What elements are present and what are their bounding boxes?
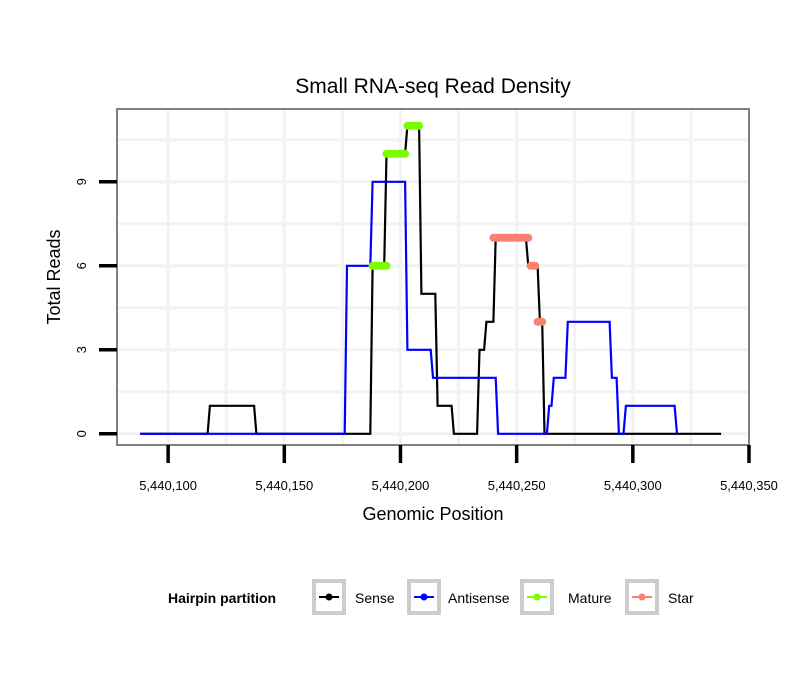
x-tick-label: 5,440,150 [255,478,313,493]
point-mature [415,121,424,130]
legend-item-sense: Sense [312,579,395,615]
legend-label: Star [668,590,694,606]
legend-label: Antisense [448,590,510,606]
y-axis: 0 3 6 9 [74,178,117,437]
plot-background [117,109,749,445]
legend-item-antisense: Antisense [407,579,510,615]
legend-key-point [420,593,428,601]
x-tick-label: 5,440,100 [139,478,197,493]
point-mature [382,261,391,270]
legend-label: Sense [355,590,395,606]
y-tick-label: 6 [74,262,89,269]
x-tick-label: 5,440,250 [488,478,546,493]
y-tick-label: 9 [74,178,89,185]
chart-title: Small RNA-seq Read Density [295,75,571,98]
x-tick-label: 5,440,200 [372,478,430,493]
point-mature [401,149,410,158]
legend-label: Mature [568,590,612,606]
y-axis-title: Total Reads [44,229,64,324]
y-tick-label: 3 [74,346,89,353]
legend-key-point [533,593,541,601]
x-axis-title: Genomic Position [362,504,503,524]
legend-title: Hairpin partition [168,590,276,606]
series-line-antisense [140,180,679,435]
legend: Hairpin partition Sense Antisense Mature St… [168,579,694,615]
plot-panel [116,108,750,446]
point-star [531,261,540,270]
legend-key-point [638,593,646,601]
plot-border [116,108,750,446]
point-star [538,317,547,326]
series-layer [140,121,722,435]
point-star [524,233,533,242]
x-tick-label: 5,440,350 [720,478,778,493]
y-tick-label: 0 [74,430,89,437]
x-tick-label: 5,440,300 [604,478,662,493]
legend-key-point [325,593,333,601]
legend-item-mature: Mature [520,579,612,615]
x-axis: 5,440,100 5,440,150 5,440,200 5,440,250 5,44… [139,445,778,493]
legend-item-star: Star [625,579,694,615]
